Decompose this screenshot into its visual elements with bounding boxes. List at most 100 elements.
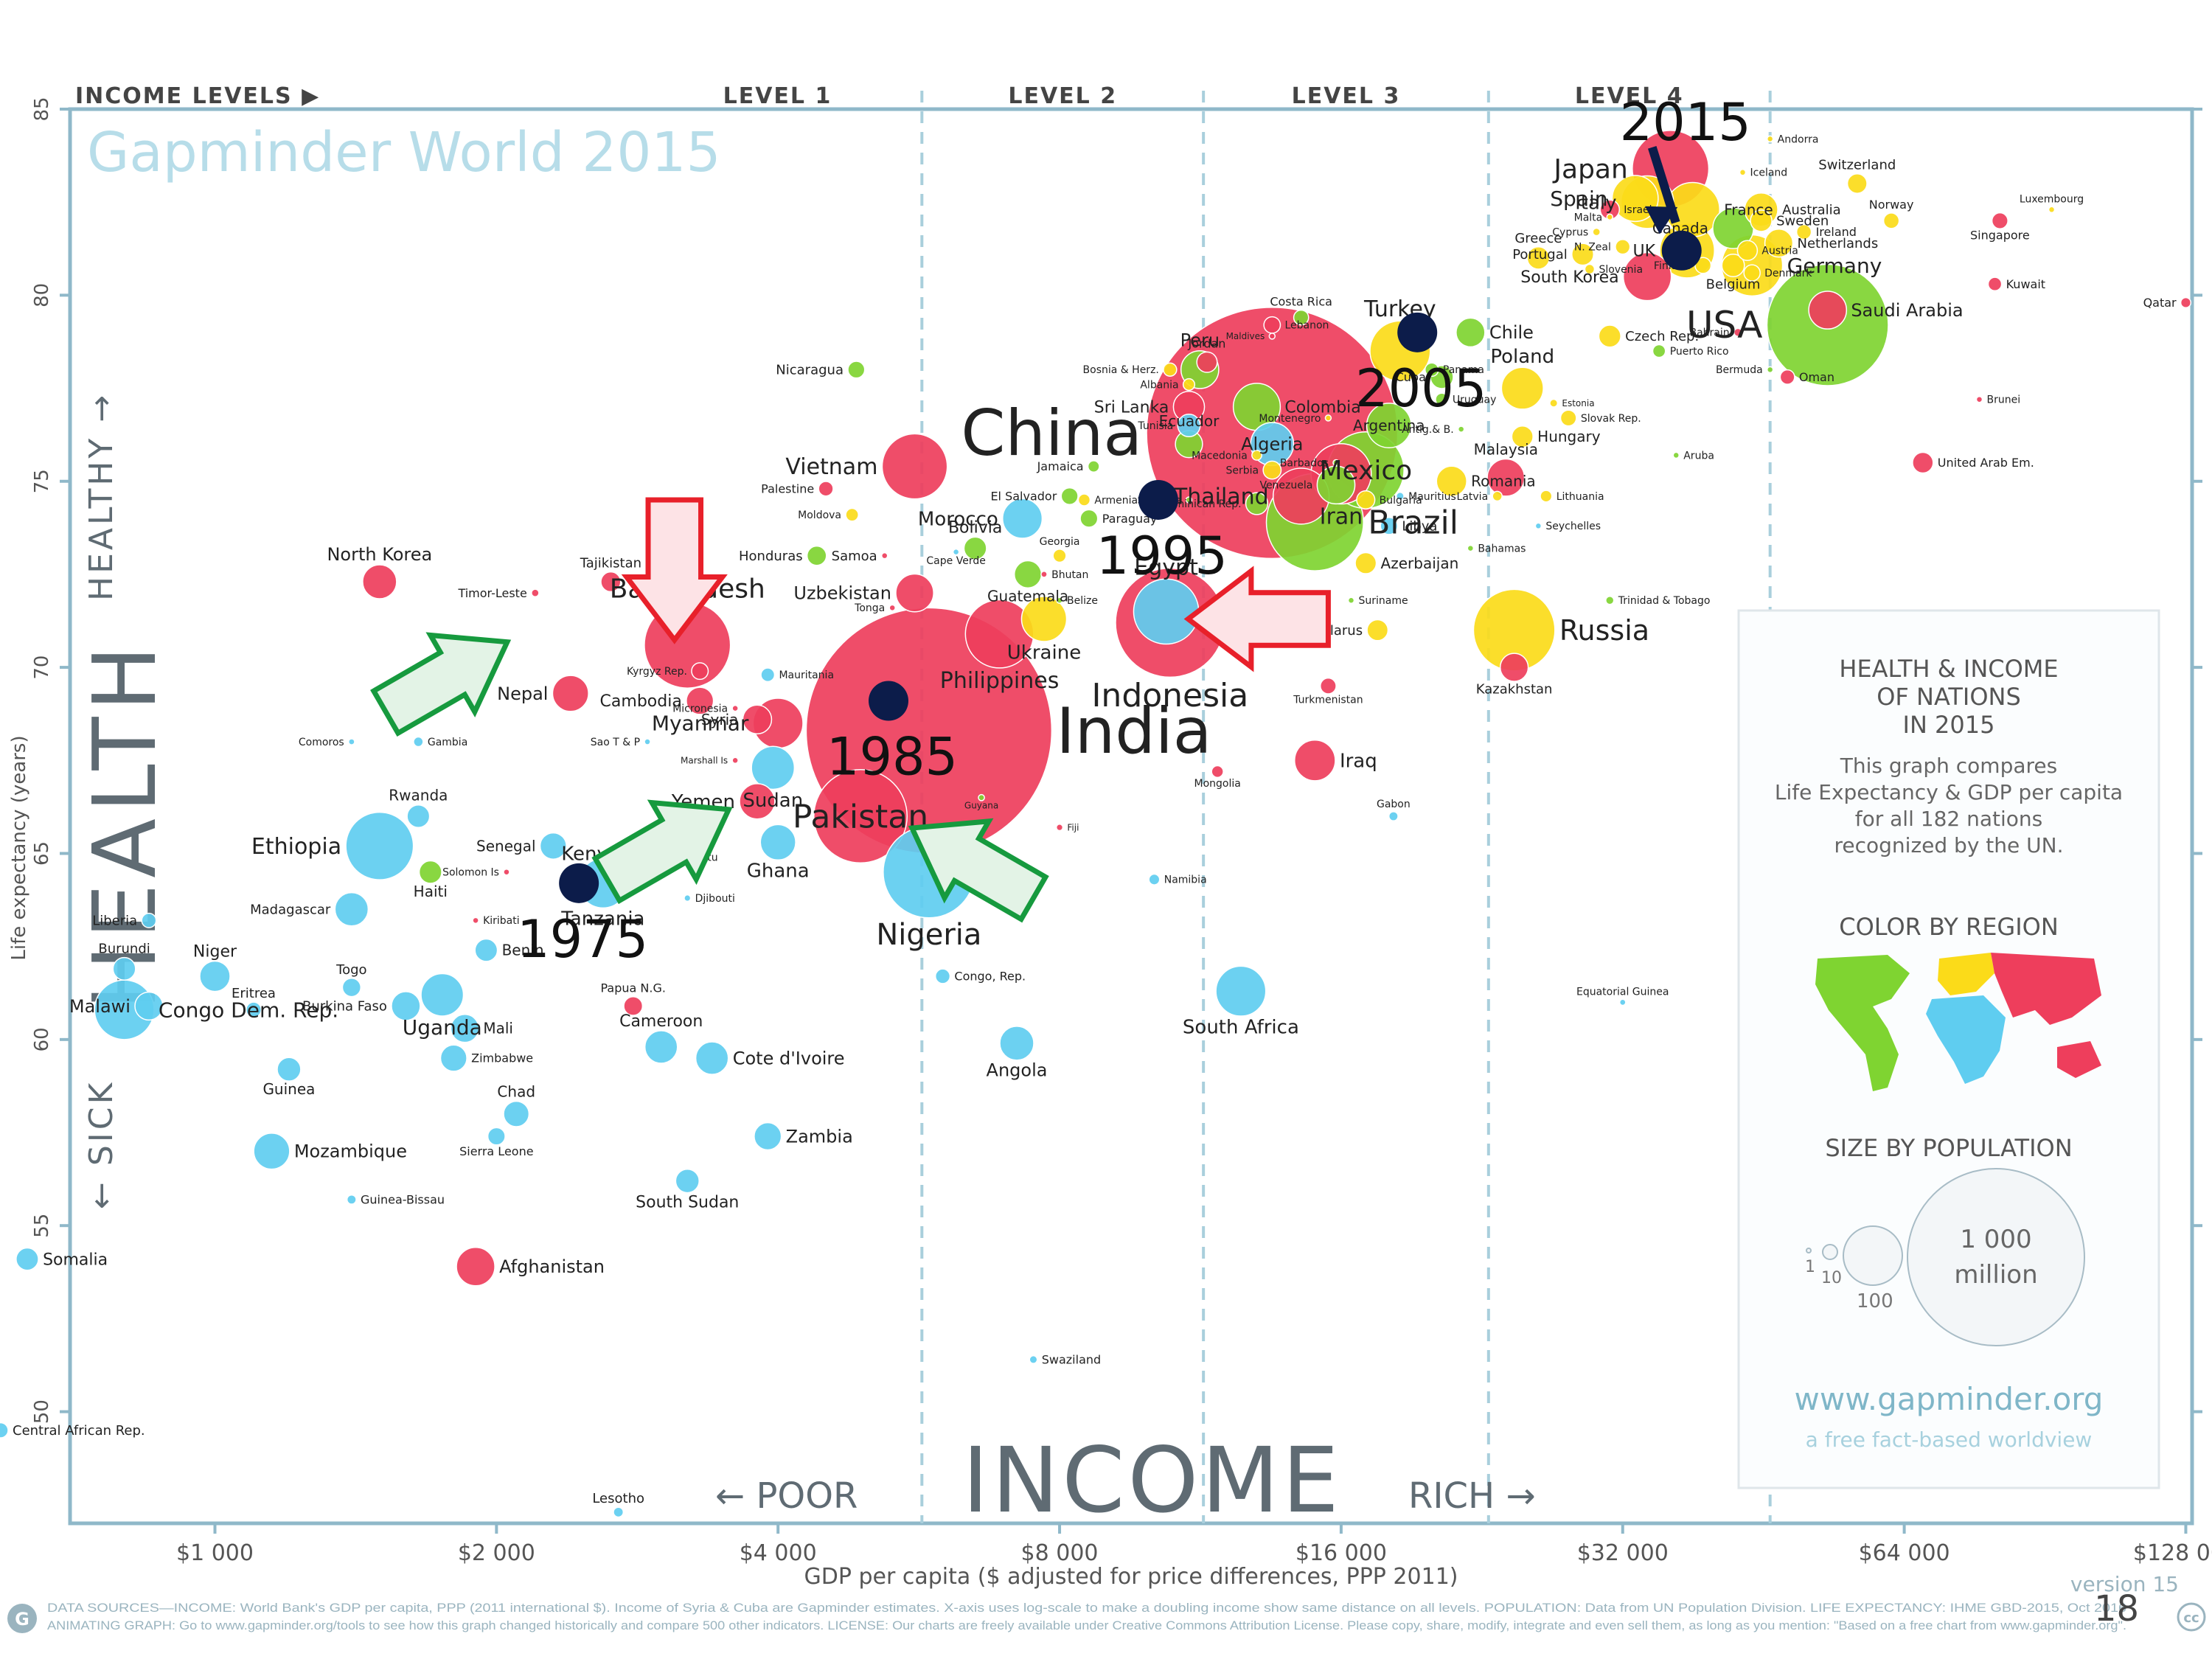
- bubble-namibia: [1148, 873, 1161, 886]
- legend-title-2: OF NATIONS: [1877, 683, 2021, 711]
- legend-url: www.gapminder.org: [1795, 1381, 2104, 1417]
- label-nigeria: Nigeria: [876, 918, 981, 952]
- label-sri-lanka: Sri Lanka: [1094, 398, 1169, 417]
- bubble-solomon-is: [503, 868, 510, 876]
- bubble-mauritania: [760, 667, 776, 683]
- label-iran: Iran: [1320, 504, 1363, 530]
- label-sao-t-p: Sao T & P: [591, 737, 640, 748]
- income-levels-label: INCOME LEVELS ▶: [75, 83, 320, 109]
- year-label-2015: 2015: [1620, 92, 1751, 153]
- label-south-sudan: South Sudan: [636, 1193, 739, 1211]
- size-label-1: 1: [1805, 1258, 1815, 1276]
- bubble-lebanon: [1263, 316, 1281, 334]
- y-tick-label: 75: [31, 469, 53, 493]
- label-tajikistan: Tajikistan: [580, 556, 641, 571]
- map-americas: [1815, 955, 1910, 1091]
- bubble-liberia: [141, 912, 157, 928]
- label-guinea: Guinea: [262, 1080, 315, 1098]
- green-arrow-1-shape: [370, 632, 512, 737]
- level-name-3: LEVEL 3: [1292, 83, 1401, 109]
- bubble-paraguay: [1079, 509, 1099, 528]
- x-tick-label: $2 000: [458, 1540, 535, 1566]
- label-japan: Japan: [1552, 154, 1627, 184]
- label-switzerland: Switzerland: [1818, 158, 1896, 173]
- y-axis-title: Life expectancy (years): [8, 735, 30, 960]
- bubble-maldives: [1268, 333, 1276, 340]
- bubble-hungary: [1511, 425, 1534, 448]
- label-brazil: Brazil: [1368, 504, 1458, 542]
- size-circle-1: [1806, 1248, 1812, 1253]
- label-chile: Chile: [1489, 322, 1534, 343]
- bubble-netherlands: [1764, 228, 1794, 258]
- label-brunei: Brunei: [1986, 394, 2020, 406]
- y-tick-label: 80: [31, 283, 53, 307]
- green-arrow-3-shape: [908, 818, 1049, 923]
- label-suriname: Suriname: [1359, 595, 1408, 607]
- bubble-rwanda: [406, 804, 431, 829]
- label-seychelles: Seychelles: [1545, 521, 1601, 532]
- label-ecuador: Ecuador: [1159, 412, 1220, 430]
- label-ireland: Ireland: [1816, 225, 1857, 239]
- y-axis-ticks: 50 55 60 65 70 75 80 85: [31, 97, 2202, 1424]
- label-burundi: Burundi: [98, 942, 150, 957]
- label-iraq: Iraq: [1340, 750, 1377, 772]
- bubble-jamaica: [1087, 460, 1100, 473]
- label-bhutan: Bhutan: [1051, 569, 1088, 581]
- label-somalia: Somalia: [43, 1251, 108, 1269]
- map-africa: [1926, 995, 2006, 1084]
- label-malta: Malta: [1574, 212, 1603, 223]
- label-uk: UK: [1633, 243, 1656, 261]
- bubble-bulgaria: [1356, 490, 1376, 510]
- bubble-zimbabwe: [439, 1044, 467, 1072]
- bubble-oman: [1779, 369, 1795, 385]
- level-name-2: LEVEL 2: [1008, 83, 1117, 109]
- bubble-panama: [1424, 362, 1439, 378]
- year-markers: 1975 1985 1995 2005 2015: [517, 92, 1751, 970]
- bubble-costa-rica: [1293, 309, 1310, 326]
- label-swaziland: Swaziland: [1042, 1353, 1101, 1367]
- label-pakistan: Pakistan: [793, 798, 928, 835]
- bubble-cote-d-ivoire: [695, 1041, 729, 1075]
- label-argentina: Argentina: [1353, 417, 1425, 434]
- label-haiti: Haiti: [414, 883, 448, 900]
- legend-desc-3: for all 182 nations: [1855, 807, 2043, 831]
- bubble-georgia: [1052, 549, 1067, 563]
- red-arrow-1: [621, 497, 728, 644]
- label-romania: Romania: [1471, 473, 1535, 490]
- bubble-eritrea: [245, 1001, 262, 1018]
- bubble-sierra-leone: [487, 1127, 506, 1146]
- bubble-nepal: [552, 675, 589, 712]
- legend-desc-1: This graph compares: [1840, 754, 2057, 778]
- bubble-lesotho: [613, 1506, 625, 1518]
- label-sierra-leone: Sierra Leone: [459, 1144, 533, 1158]
- label-latvia: Latvia: [1457, 491, 1489, 503]
- label-el-salvador: El Salvador: [990, 490, 1057, 504]
- label-macedonia: Macedonia: [1192, 450, 1248, 462]
- label-sudan: Sudan: [742, 790, 803, 812]
- label-bosnia-herz: Bosnia & Herz.: [1083, 364, 1159, 376]
- label-south-africa: South Africa: [1183, 1016, 1299, 1038]
- label-vietnam: Vietnam: [785, 454, 877, 480]
- label-lebanon: Lebanon: [1284, 320, 1329, 332]
- bubble-dominican-rep: [1245, 492, 1269, 515]
- bubble-south-africa: [1215, 965, 1267, 1017]
- label-n-zeal: N. Zeal: [1574, 242, 1611, 254]
- label-cyprus: Cyprus: [1552, 226, 1588, 238]
- bubble-mauritius: [1395, 491, 1405, 501]
- year-dot-2005: [1397, 312, 1438, 352]
- bubble-guatemala: [1013, 560, 1043, 589]
- size-legend: 1 10 100 1 000 million: [1805, 1168, 2085, 1346]
- cc-text: cc: [2183, 1610, 2199, 1626]
- sick-label: ← SICK: [83, 1080, 120, 1209]
- bubble-north-korea: [362, 564, 397, 599]
- label-oman: Oman: [1799, 370, 1834, 384]
- bubble-seychelles: [1534, 522, 1543, 530]
- label-guinea-bissau: Guinea-Bissau: [361, 1192, 445, 1206]
- label-israel: Israel: [1624, 204, 1652, 216]
- label-ghana: Ghana: [747, 860, 810, 883]
- bubble-chile: [1455, 317, 1486, 348]
- gapminder-logo-icon: [7, 1604, 37, 1633]
- x-axis-title: GDP per capita ($ adjusted for price dif…: [804, 1564, 1458, 1590]
- bubble-slovenia: [1584, 263, 1596, 275]
- bubble-ukraine: [1020, 596, 1068, 642]
